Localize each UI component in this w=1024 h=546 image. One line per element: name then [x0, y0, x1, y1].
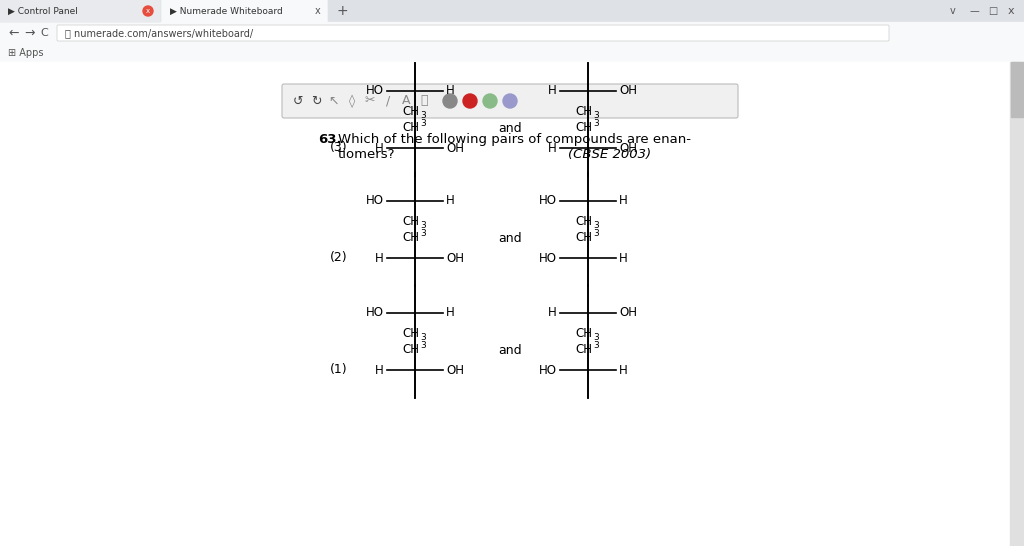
Text: ✂: ✂	[365, 94, 375, 108]
Text: ⊞ Apps: ⊞ Apps	[8, 48, 43, 58]
Text: OH: OH	[446, 364, 464, 377]
Text: 3: 3	[593, 333, 599, 342]
Text: (1): (1)	[330, 364, 347, 377]
Text: 3: 3	[420, 229, 426, 238]
Text: □: □	[988, 6, 997, 16]
Text: ↺: ↺	[293, 94, 303, 108]
Text: CH: CH	[575, 121, 593, 134]
Text: OH: OH	[446, 141, 464, 155]
Text: 3: 3	[593, 341, 599, 350]
Text: 3: 3	[420, 119, 426, 128]
Text: 3: 3	[420, 341, 426, 350]
FancyBboxPatch shape	[57, 25, 889, 41]
Text: CH: CH	[402, 121, 420, 134]
Circle shape	[463, 94, 477, 108]
Text: C: C	[40, 28, 48, 38]
Circle shape	[443, 94, 457, 108]
Text: Which of the following pairs of compounds are enan-: Which of the following pairs of compound…	[338, 133, 691, 146]
Text: 3: 3	[420, 111, 426, 120]
Text: and: and	[499, 232, 522, 245]
Text: (CBSE 2003): (CBSE 2003)	[568, 148, 651, 161]
Text: 🔒 numerade.com/answers/whiteboard/: 🔒 numerade.com/answers/whiteboard/	[65, 28, 253, 38]
Text: H: H	[548, 85, 557, 98]
Text: CH: CH	[402, 215, 420, 228]
Text: CH: CH	[575, 231, 593, 244]
Text: CH: CH	[402, 343, 420, 356]
FancyBboxPatch shape	[282, 84, 738, 118]
Text: CH: CH	[575, 327, 593, 340]
Text: H: H	[375, 141, 384, 155]
Text: ⬛: ⬛	[420, 94, 428, 108]
Text: 3: 3	[420, 333, 426, 342]
Text: x: x	[1008, 6, 1015, 16]
Text: →: →	[24, 27, 35, 39]
Text: (2): (2)	[330, 252, 347, 264]
FancyBboxPatch shape	[0, 0, 160, 22]
Text: HO: HO	[539, 364, 557, 377]
Text: /: /	[386, 94, 390, 108]
Text: H: H	[375, 252, 384, 264]
Text: HO: HO	[539, 194, 557, 207]
Text: 3: 3	[593, 229, 599, 238]
Text: OH: OH	[618, 85, 637, 98]
Circle shape	[483, 94, 497, 108]
Text: +: +	[336, 4, 348, 18]
Text: ▶ Control Panel: ▶ Control Panel	[8, 7, 78, 15]
Text: H: H	[446, 306, 455, 319]
Text: HO: HO	[539, 252, 557, 264]
Text: ←: ←	[8, 27, 18, 39]
Bar	[0, 62, 1010, 546]
Text: H: H	[548, 306, 557, 319]
Text: H: H	[446, 85, 455, 98]
Text: v: v	[950, 6, 955, 16]
Text: ↻: ↻	[310, 94, 322, 108]
Text: 3: 3	[593, 111, 599, 120]
Bar	[0, 22, 1024, 44]
Text: HO: HO	[366, 85, 384, 98]
Text: CH: CH	[402, 327, 420, 340]
Text: —: —	[970, 6, 980, 16]
Text: H: H	[618, 364, 628, 377]
Text: CH: CH	[575, 215, 593, 228]
Text: x: x	[315, 6, 321, 16]
Text: CH: CH	[575, 105, 593, 118]
Text: H: H	[446, 194, 455, 207]
Text: H: H	[618, 194, 628, 207]
Text: 3: 3	[593, 221, 599, 230]
Text: tiomers?: tiomers?	[338, 148, 395, 161]
Text: HO: HO	[366, 306, 384, 319]
FancyBboxPatch shape	[162, 0, 327, 22]
Text: 3: 3	[420, 221, 426, 230]
Text: HO: HO	[366, 194, 384, 207]
Text: 63.: 63.	[318, 133, 342, 146]
Text: ↖: ↖	[329, 94, 339, 108]
Bar	[1010, 62, 1024, 546]
Text: H: H	[375, 364, 384, 377]
Text: OH: OH	[618, 141, 637, 155]
Text: OH: OH	[618, 306, 637, 319]
Text: CH: CH	[402, 231, 420, 244]
Text: CH: CH	[575, 343, 593, 356]
Text: A: A	[401, 94, 411, 108]
Circle shape	[503, 94, 517, 108]
Text: x: x	[146, 8, 151, 14]
Circle shape	[143, 6, 153, 16]
Text: H: H	[548, 141, 557, 155]
Text: (3): (3)	[330, 141, 347, 155]
Text: and: and	[499, 122, 522, 134]
Bar	[0, 0, 1024, 22]
Text: ▶ Numerade Whiteboard: ▶ Numerade Whiteboard	[170, 7, 283, 15]
Text: and: and	[499, 343, 522, 357]
Bar	[1011, 62, 1023, 117]
Bar	[0, 44, 1024, 62]
Text: ◊: ◊	[349, 94, 355, 108]
Text: CH: CH	[402, 105, 420, 118]
Text: OH: OH	[446, 252, 464, 264]
Text: 3: 3	[593, 119, 599, 128]
Text: H: H	[618, 252, 628, 264]
